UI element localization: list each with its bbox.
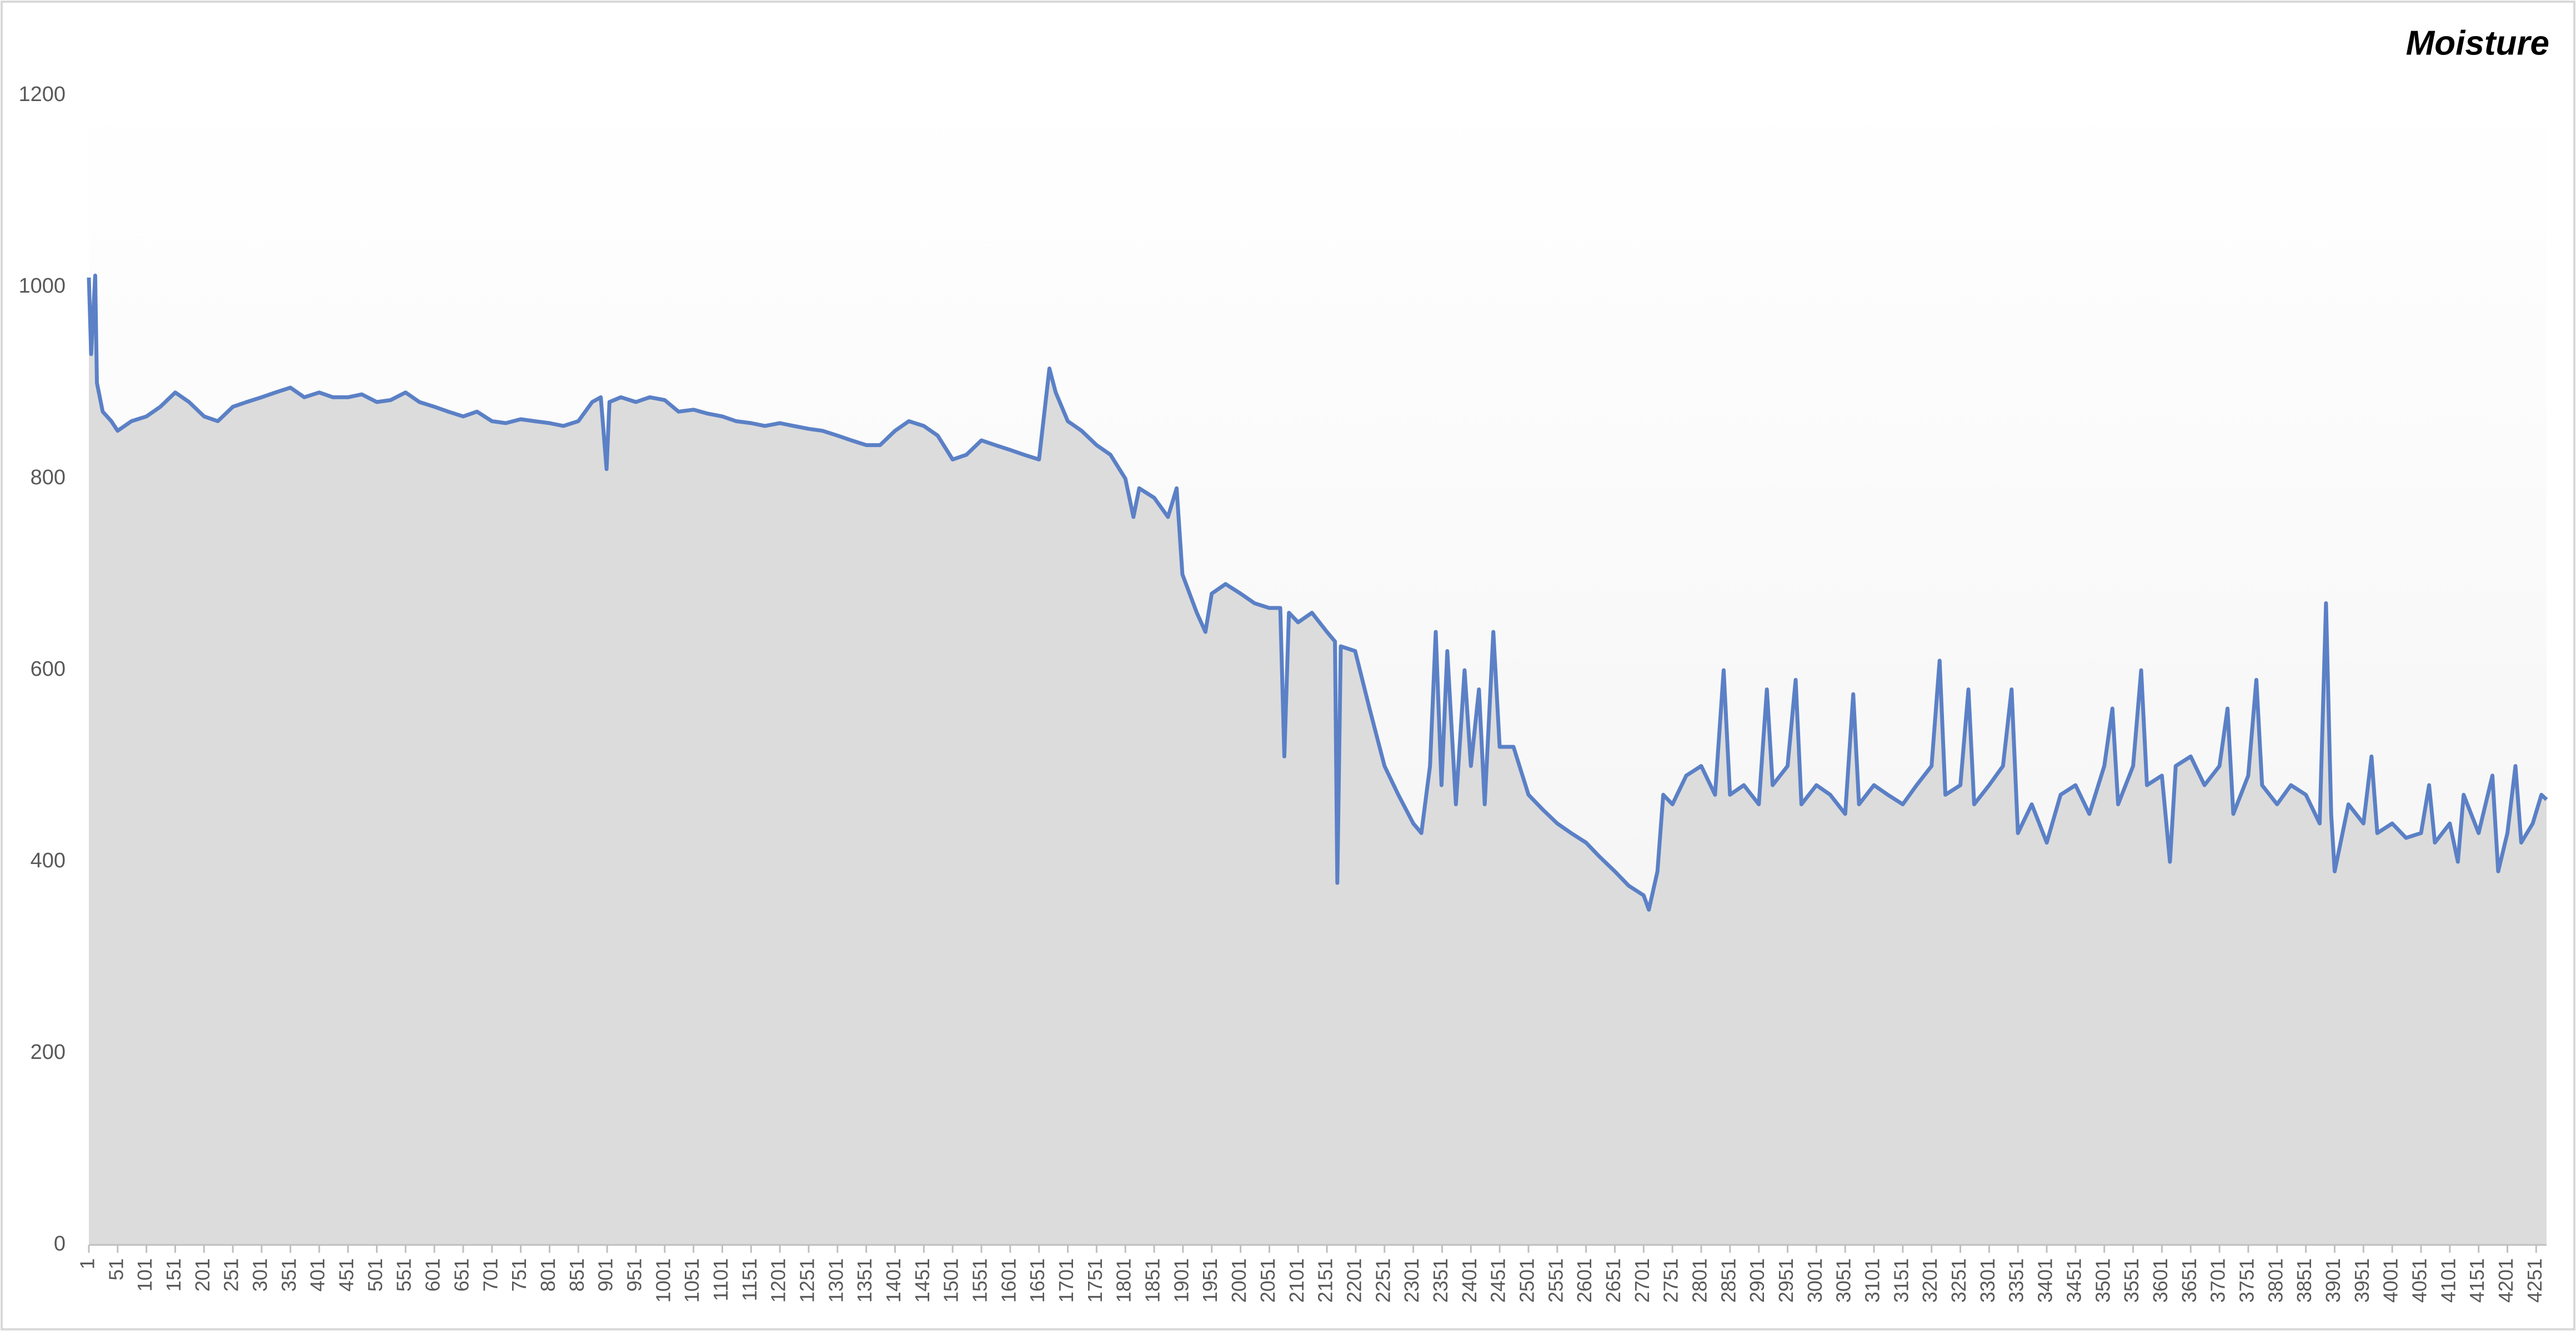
- x-tick-label: 2401: [1458, 1258, 1481, 1303]
- x-tick-label: 3851: [2293, 1258, 2316, 1303]
- y-tick-label: 800: [31, 466, 66, 489]
- x-tick-label: 3801: [2264, 1258, 2287, 1303]
- x-tick-label: 1401: [882, 1258, 905, 1303]
- x-tick-label: 1701: [1055, 1258, 1077, 1303]
- x-tick-label: 1251: [795, 1258, 818, 1303]
- x-tick-label: 1651: [1026, 1258, 1049, 1303]
- x-tick-label: 901: [594, 1258, 617, 1292]
- x-tick-label: 801: [537, 1258, 559, 1292]
- y-tick-label: 200: [31, 1041, 66, 1064]
- x-tick-label: 2951: [1775, 1258, 1797, 1303]
- x-tick-label: 101: [133, 1258, 156, 1292]
- x-tick-label: 3601: [2149, 1258, 2172, 1303]
- x-tick-label: 1601: [997, 1258, 1020, 1303]
- x-tick-label: 3201: [1918, 1258, 1941, 1303]
- x-tick-label: 3551: [2120, 1258, 2143, 1303]
- x-tick-label: 1051: [680, 1258, 703, 1303]
- x-tick-label: 1151: [738, 1258, 761, 1301]
- x-tick-label: 1001: [651, 1258, 674, 1303]
- x-tick-label: 1451: [911, 1258, 934, 1303]
- x-tick-label: 3151: [1890, 1258, 1912, 1303]
- x-tick-label: 3301: [1976, 1258, 1999, 1303]
- x-tick-label: 2851: [1717, 1258, 1740, 1303]
- x-tick-label: 3251: [1947, 1258, 1970, 1303]
- x-tick-label: 2101: [1285, 1258, 1308, 1303]
- x-tick-label: 1851: [1141, 1258, 1164, 1303]
- x-tick-label: 551: [393, 1258, 415, 1292]
- y-tick-label: 0: [54, 1232, 66, 1255]
- x-tick-label: 151: [162, 1258, 185, 1292]
- x-tick-label: 1951: [1199, 1258, 1221, 1303]
- x-tick-label: 3501: [2091, 1258, 2114, 1303]
- x-tick-label: 2651: [1602, 1258, 1625, 1303]
- x-tick-label: 4051: [2408, 1258, 2430, 1303]
- x-tick-label: 2551: [1544, 1258, 1567, 1303]
- x-tick-label: 2151: [1314, 1258, 1337, 1303]
- x-tick-label: 4101: [2437, 1258, 2459, 1303]
- x-tick-label: 2001: [1227, 1258, 1250, 1303]
- x-tick-label: 4001: [2379, 1258, 2402, 1303]
- y-tick-label: 600: [31, 657, 66, 681]
- x-tick-label: 1101: [709, 1258, 732, 1301]
- x-tick-label: 1801: [1112, 1258, 1135, 1303]
- area-fill: [89, 275, 2547, 1245]
- x-tick-label: 3001: [1803, 1258, 1826, 1303]
- x-tick-label: 201: [191, 1258, 214, 1292]
- x-tick-label: 301: [249, 1258, 272, 1292]
- x-tick-label: 2201: [1342, 1258, 1365, 1303]
- x-tick-label: 3701: [2207, 1258, 2229, 1303]
- x-tick-label: 1901: [1170, 1258, 1192, 1303]
- x-tick-label: 3051: [1832, 1258, 1855, 1303]
- chart-title: Moisture: [2406, 24, 2549, 62]
- x-tick-label: 4151: [2465, 1258, 2488, 1303]
- x-tick-label: 3901: [2322, 1258, 2344, 1303]
- y-tick-label: 1200: [18, 83, 66, 106]
- x-tick-label: 601: [422, 1258, 444, 1292]
- x-tick-label: 3651: [2178, 1258, 2201, 1303]
- x-tick-label: 4251: [2523, 1258, 2546, 1303]
- line: [87, 273, 2548, 912]
- x-tick-label: 2751: [1660, 1258, 1682, 1303]
- y-tick-label: 1000: [18, 274, 66, 298]
- x-tick-label: 2451: [1487, 1258, 1510, 1303]
- x-tick-label: 2351: [1429, 1258, 1452, 1303]
- x-tick-label: 501: [364, 1258, 387, 1292]
- x-tick-label: 951: [623, 1258, 645, 1292]
- y-tick-label: 400: [31, 849, 66, 872]
- x-tick-label: 1301: [824, 1258, 847, 1303]
- x-tick-label: 1751: [1084, 1258, 1106, 1303]
- x-tick-label: 851: [565, 1258, 588, 1292]
- x-tick-label: 401: [306, 1258, 329, 1292]
- x-tick-label: 4201: [2494, 1258, 2517, 1303]
- x-tick-label: 1551: [969, 1258, 991, 1303]
- x-tick-label: 3101: [1861, 1258, 1884, 1303]
- x-tick-label: 3751: [2235, 1258, 2258, 1303]
- x-tick-label: 3351: [2005, 1258, 2028, 1303]
- x-tick-label: 2901: [1746, 1258, 1768, 1303]
- x-tick-label: 251: [220, 1258, 243, 1292]
- x-tick-label: 3951: [2351, 1258, 2373, 1303]
- x-tick-label: 1: [76, 1258, 99, 1269]
- x-tick-label: 351: [277, 1258, 300, 1292]
- x-tick-label: 2051: [1256, 1258, 1279, 1303]
- x-tick-label: 2251: [1371, 1258, 1394, 1303]
- x-tick-label: 2301: [1400, 1258, 1423, 1303]
- x-tick-label: 1501: [940, 1258, 963, 1303]
- x-tick-label: 451: [335, 1258, 358, 1292]
- x-tick-label: 2801: [1688, 1258, 1711, 1303]
- x-tick-label: 701: [479, 1258, 502, 1292]
- x-tick-label: 2601: [1573, 1258, 1596, 1303]
- x-tick-label: 3401: [2034, 1258, 2057, 1303]
- x-tick-label: 51: [104, 1258, 127, 1280]
- x-tick-label: 2501: [1515, 1258, 1538, 1303]
- x-tick-label: 1351: [853, 1258, 876, 1303]
- x-tick-label: 2701: [1631, 1258, 1653, 1303]
- x-tick-label: 3451: [2062, 1258, 2085, 1303]
- x-tick-label: 751: [508, 1258, 530, 1292]
- x-tick-label: 1201: [767, 1258, 790, 1303]
- x-tick-label: 651: [450, 1258, 473, 1292]
